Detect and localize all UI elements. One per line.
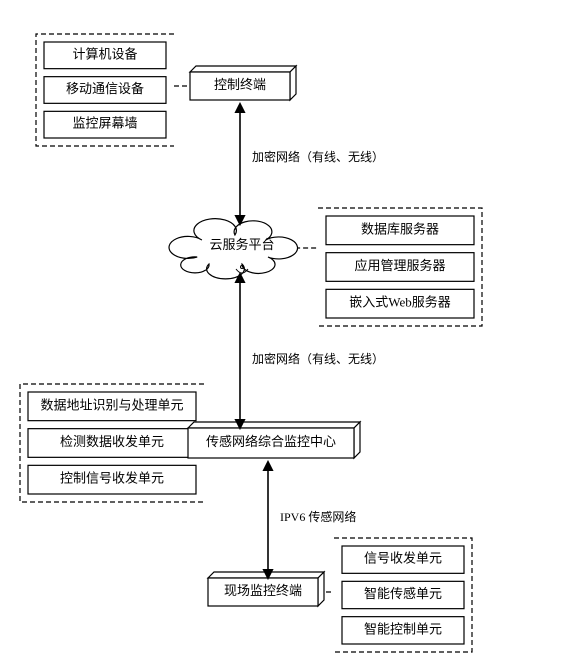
svg-text:现场监控终端: 现场监控终端 bbox=[224, 583, 302, 598]
node-cloud-platform: 云服务平台 bbox=[169, 219, 298, 279]
node-sensor-center: 传感网络综合监控中心 bbox=[188, 422, 360, 458]
svg-text:检测数据收发单元: 检测数据收发单元 bbox=[60, 434, 164, 449]
sub-box: 数据地址识别与处理单元 bbox=[28, 392, 196, 421]
svg-text:数据地址识别与处理单元: 数据地址识别与处理单元 bbox=[40, 397, 183, 412]
sub-box: 移动通信设备 bbox=[44, 77, 166, 104]
group-control-terminal-components: 计算机设备移动通信设备监控屏幕墙 bbox=[36, 34, 174, 146]
svg-text:信号收发单元: 信号收发单元 bbox=[364, 551, 442, 566]
sub-box: 智能控制单元 bbox=[342, 617, 464, 644]
svg-text:传感网络综合监控中心: 传感网络综合监控中心 bbox=[206, 434, 336, 449]
group-sensor-center-components: 数据地址识别与处理单元检测数据收发单元控制信号收发单元 bbox=[20, 384, 204, 502]
sub-box: 计算机设备 bbox=[44, 42, 166, 69]
svg-text:加密网络（有线、无线）: 加密网络（有线、无线） bbox=[252, 149, 384, 164]
node-field-terminal: 现场监控终端 bbox=[208, 572, 324, 606]
svg-text:智能控制单元: 智能控制单元 bbox=[364, 621, 442, 636]
svg-text:加密网络（有线、无线）: 加密网络（有线、无线） bbox=[252, 351, 384, 366]
svg-text:移动通信设备: 移动通信设备 bbox=[66, 81, 144, 96]
svg-text:云服务平台: 云服务平台 bbox=[209, 237, 274, 252]
svg-text:数据库服务器: 数据库服务器 bbox=[361, 221, 439, 236]
sub-box: 监控屏幕墙 bbox=[44, 111, 166, 138]
svg-text:嵌入式Web服务器: 嵌入式Web服务器 bbox=[349, 295, 451, 310]
svg-text:IPV6 传感网络: IPV6 传感网络 bbox=[280, 509, 356, 524]
diagram-canvas: 计算机设备移动通信设备监控屏幕墙数据库服务器应用管理服务器嵌入式Web服务器数据… bbox=[0, 0, 565, 654]
group-field-terminal-components: 信号收发单元智能传感单元智能控制单元 bbox=[334, 538, 472, 652]
sub-box: 控制信号收发单元 bbox=[28, 465, 196, 494]
sub-box: 数据库服务器 bbox=[326, 216, 474, 245]
svg-text:控制信号收发单元: 控制信号收发单元 bbox=[60, 471, 164, 486]
sub-box: 信号收发单元 bbox=[342, 546, 464, 573]
sub-box: 检测数据收发单元 bbox=[28, 429, 196, 458]
node-control-terminal: 控制终端 bbox=[190, 66, 296, 100]
sub-box: 智能传感单元 bbox=[342, 581, 464, 608]
svg-text:智能传感单元: 智能传感单元 bbox=[364, 586, 442, 601]
group-cloud-platform-components: 数据库服务器应用管理服务器嵌入式Web服务器 bbox=[318, 208, 482, 326]
svg-text:计算机设备: 计算机设备 bbox=[72, 46, 137, 61]
sub-box: 应用管理服务器 bbox=[326, 253, 474, 282]
svg-text:应用管理服务器: 应用管理服务器 bbox=[354, 258, 445, 273]
sub-box: 嵌入式Web服务器 bbox=[326, 289, 474, 318]
svg-text:控制终端: 控制终端 bbox=[214, 77, 266, 92]
svg-text:监控屏幕墙: 监控屏幕墙 bbox=[72, 116, 137, 131]
